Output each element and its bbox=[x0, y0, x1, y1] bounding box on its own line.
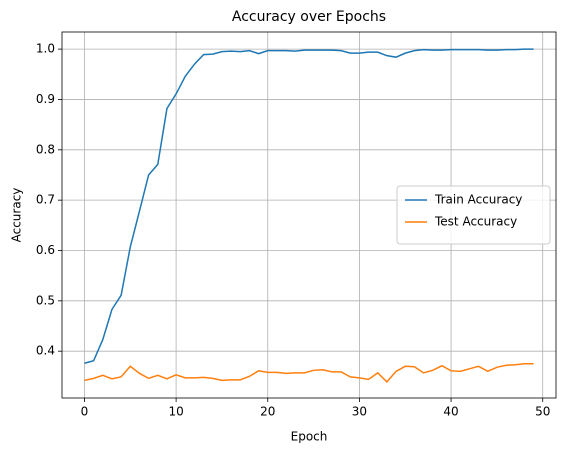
legend-box bbox=[396, 185, 551, 245]
x-tick-label: 40 bbox=[443, 405, 458, 419]
y-tick-label: 0.9 bbox=[36, 92, 55, 106]
axes-frame bbox=[61, 31, 557, 399]
y-tick-label: 0.4 bbox=[36, 344, 55, 358]
line-series bbox=[84, 48, 534, 364]
y-tick-label: 0.6 bbox=[36, 243, 55, 257]
legend-label: Test Accuracy bbox=[434, 215, 517, 229]
legend-label: Train Accuracy bbox=[434, 193, 522, 207]
y-tick-label: 0.7 bbox=[36, 193, 55, 207]
y-axis-label: Accuracy bbox=[10, 188, 24, 243]
x-axis-label: Epoch bbox=[291, 430, 328, 444]
y-tick-label: 0.8 bbox=[36, 142, 55, 156]
x-tick-label: 50 bbox=[535, 405, 550, 419]
line-series bbox=[84, 363, 534, 383]
x-tick-label: 0 bbox=[81, 405, 89, 419]
x-tick-label: 10 bbox=[168, 405, 183, 419]
x-tick-label: 30 bbox=[352, 405, 367, 419]
y-tick-label: 1.0 bbox=[36, 42, 55, 56]
x-tick-label: 20 bbox=[260, 405, 275, 419]
chart-title: Accuracy over Epochs bbox=[232, 9, 386, 25]
y-tick-label: 0.5 bbox=[36, 293, 55, 307]
